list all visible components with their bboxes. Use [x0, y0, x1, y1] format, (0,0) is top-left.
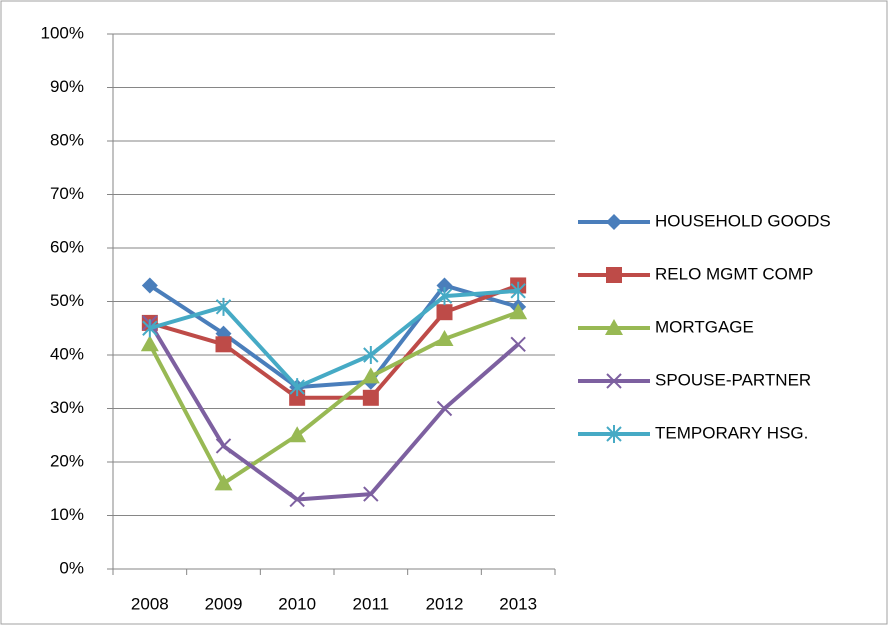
marker [436, 400, 453, 417]
marker [362, 389, 379, 406]
y-tick-label: 50% [50, 291, 84, 310]
marker [140, 335, 159, 352]
x-tick-label: 2009 [205, 594, 243, 613]
x-tick-label: 2008 [131, 594, 169, 613]
y-tick-label: 0% [59, 558, 84, 577]
marker [289, 491, 305, 508]
marker [606, 214, 622, 230]
legend-label: RELO MGMT COMP [655, 264, 813, 283]
marker [606, 373, 622, 389]
marker [363, 346, 379, 364]
y-tick-label: 10% [50, 505, 84, 524]
y-tick-label: 90% [50, 77, 84, 96]
y-tick-label: 100% [41, 23, 84, 42]
marker [289, 389, 306, 406]
marker [215, 336, 232, 353]
legend-label: MORTGAGE [655, 317, 754, 336]
series-line [149, 283, 519, 400]
x-tick-label: 2013 [499, 594, 537, 613]
marker [363, 486, 379, 502]
marker [289, 378, 305, 397]
marker [142, 319, 158, 338]
marker [436, 304, 453, 321]
x-tick-label: 2011 [353, 594, 390, 613]
marker [436, 287, 453, 306]
marker [510, 281, 526, 300]
y-tick-label: 80% [50, 130, 84, 149]
marker [435, 329, 454, 346]
marker [141, 277, 158, 294]
series-line [149, 288, 519, 390]
series-line [148, 321, 520, 502]
marker [288, 426, 307, 443]
marker [215, 438, 232, 454]
marker [361, 367, 380, 384]
y-tick-label: 20% [50, 451, 84, 470]
y-tick-label: 70% [50, 184, 84, 203]
series-line [148, 310, 519, 486]
marker [214, 474, 233, 491]
marker [606, 425, 622, 443]
series-line [148, 283, 519, 390]
marker [606, 267, 622, 283]
y-tick-label: 30% [50, 398, 84, 417]
x-tick-label: 2010 [278, 594, 316, 613]
legend-label: TEMPORARY HSG. [655, 423, 808, 442]
marker [215, 297, 232, 316]
marker [436, 277, 453, 294]
x-tick-label: 2012 [426, 594, 464, 613]
marker [605, 319, 623, 335]
marker [509, 303, 528, 320]
y-tick-label: 60% [50, 237, 84, 256]
marker [510, 336, 526, 353]
y-tick-label: 40% [50, 344, 84, 363]
legend-label: SPOUSE-PARTNER [655, 370, 811, 389]
legend-label: HOUSEHOLD GOODS [655, 211, 831, 230]
